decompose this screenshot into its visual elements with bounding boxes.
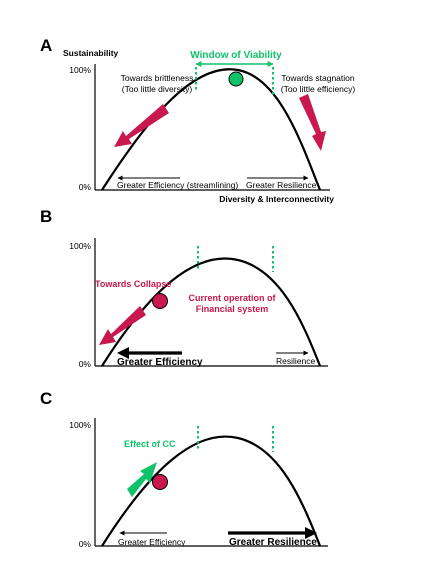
panel-a-curve bbox=[101, 68, 322, 191]
stagnation-sub: (Too little efficiency) bbox=[281, 84, 356, 94]
effect-of-cc-label: Effect of CC bbox=[124, 439, 176, 449]
panel-b-efficiency-arrowhead bbox=[117, 347, 129, 359]
stagnation-title: Towards stagnation bbox=[281, 73, 355, 83]
towards-collapse-arrow bbox=[99, 306, 146, 345]
towards-brittleness-arrow bbox=[114, 104, 169, 147]
panel-b-curve bbox=[101, 257, 322, 367]
y-axis-label: Sustainability bbox=[63, 48, 119, 58]
panel-c-letter: C bbox=[40, 389, 52, 408]
panel-b-resilience-label: Resilience bbox=[276, 356, 315, 366]
panel-a-tick-100: 100% bbox=[69, 65, 91, 75]
towards-collapse-label: Towards Collapse bbox=[95, 279, 171, 289]
panel-b-efficiency-label: Greater Efficiency bbox=[117, 357, 203, 368]
panel-b-tick-100: 100% bbox=[69, 241, 91, 251]
effect-of-cc-arrow bbox=[127, 462, 157, 497]
panel-c-resilience-label: Greater Resilience bbox=[229, 537, 317, 548]
current-operation-line2: Financial system bbox=[196, 304, 269, 314]
panel-c-resilience-arrowhead bbox=[305, 527, 317, 539]
optimum-point bbox=[228, 71, 244, 87]
panel-a-letter: A bbox=[40, 36, 52, 55]
panel-a: A Sustainability 100% 0% Diversity & Int… bbox=[40, 36, 355, 204]
brittleness-sub: (Too little diversity) bbox=[122, 84, 193, 94]
panel-c-current-point bbox=[152, 474, 168, 490]
x-axis-label: Diversity & Interconnectivity bbox=[219, 194, 334, 204]
panel-a-tick-0: 0% bbox=[79, 182, 92, 192]
current-operation-line1: Current operation of bbox=[189, 293, 277, 303]
towards-stagnation-arrow bbox=[299, 94, 326, 151]
panel-c-curve bbox=[101, 435, 322, 547]
brittleness-title: Towards brittleness bbox=[121, 73, 194, 83]
panel-c-tick-100: 100% bbox=[69, 420, 91, 430]
panel-b-letter: B bbox=[40, 207, 52, 226]
panel-c: C 100% 0% Effect of CC Greater Efficienc… bbox=[40, 389, 328, 549]
current-operation-point bbox=[152, 293, 168, 309]
panel-c-efficiency-label: Greater Efficiency bbox=[118, 537, 186, 547]
panel-c-tick-0: 0% bbox=[79, 539, 92, 549]
panel-b-tick-0: 0% bbox=[79, 359, 92, 369]
window-of-viability-label: Window of Viability bbox=[190, 50, 282, 61]
resilience-label: Greater Resilience bbox=[246, 180, 317, 190]
efficiency-label: Greater Efficiency (streamlining) bbox=[117, 180, 238, 190]
panel-b: B 100% 0% Towards Collapse Current opera… bbox=[40, 207, 328, 369]
